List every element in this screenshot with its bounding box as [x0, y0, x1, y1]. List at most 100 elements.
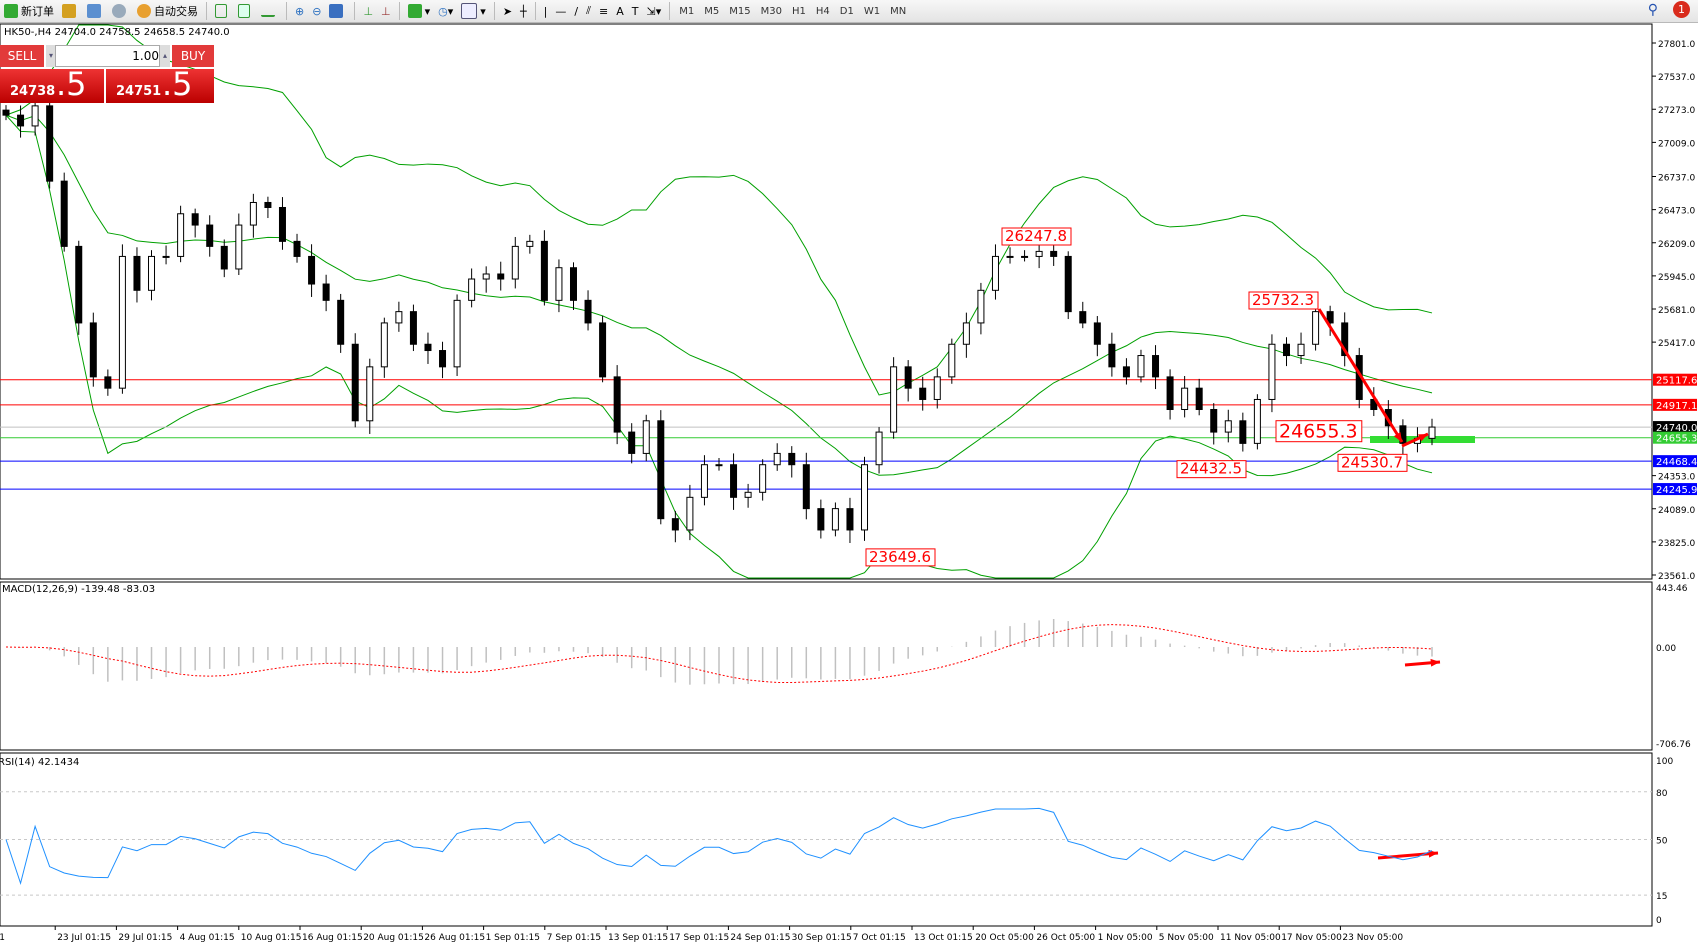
buy-button[interactable]: BUY [172, 45, 214, 67]
candle [148, 250, 156, 301]
crosshair-button[interactable]: ┼ [516, 1, 531, 21]
channel-button[interactable]: ⫽ [582, 1, 595, 21]
trendline-icon: / [574, 4, 579, 18]
templates-button[interactable]: ▾ [457, 1, 490, 21]
text-button[interactable]: A [612, 1, 628, 21]
clock-icon: ◷ [438, 4, 448, 18]
trendline-button[interactable]: / [570, 1, 582, 21]
price-annotations[interactable]: 26247.8 25732.3 24655.3 24530.7 24432.5 23649… [865, 227, 1408, 567]
zoom-out-button[interactable]: ⊖ [308, 1, 325, 21]
candle-body [1021, 255, 1029, 258]
sell-price-button[interactable]: 24738 .5 [0, 65, 104, 103]
candle [671, 510, 679, 543]
scroll-end-button[interactable]: ⊥ [359, 1, 377, 21]
candlestick-button[interactable] [234, 1, 257, 21]
timeframe-d1[interactable]: D1 [839, 5, 854, 17]
candle [1108, 332, 1116, 377]
annotation-label[interactable]: 23649.6 [869, 548, 931, 566]
buy-price-button[interactable]: 24751 .5 [106, 65, 214, 103]
arrows-button[interactable]: ⇲ ▾ [646, 4, 662, 18]
candle [351, 333, 359, 428]
chart-shift-button[interactable]: ⊥ [377, 1, 395, 21]
signals-button[interactable] [83, 1, 108, 21]
annotation-box[interactable] [1176, 460, 1247, 479]
candle-body [380, 322, 388, 368]
horizontal-line-button[interactable]: — [551, 1, 570, 21]
candle-body [162, 255, 170, 258]
tile-windows-button[interactable] [325, 1, 350, 21]
timeframe-m5[interactable]: M5 [704, 5, 720, 17]
annotation-box[interactable] [1337, 453, 1408, 472]
annotation-box[interactable] [865, 548, 936, 567]
text-label-button[interactable]: T [628, 1, 643, 21]
auto-trading-button[interactable]: 自动交易 [133, 1, 202, 21]
price-level-tag [1653, 421, 1697, 434]
red-arrow[interactable] [1377, 849, 1439, 860]
annotation-label[interactable]: 24655.3 [1279, 421, 1358, 443]
axes: 27801.0 27537.0 27273.0 27009.0 26737.0 26473… [0, 40, 1695, 943]
server-icon [87, 4, 101, 18]
notification-badge[interactable]: 1 [1673, 1, 1690, 18]
bar-chart-button[interactable] [211, 1, 234, 21]
candle [802, 452, 810, 520]
metaeditor-button[interactable] [58, 1, 83, 21]
rsi-label: RSI(14) 42.1434 [0, 757, 79, 768]
annotation-label[interactable]: 24530.7 [1341, 453, 1403, 471]
timeframe-h1[interactable]: H1 [791, 5, 806, 17]
candle-body [1050, 250, 1058, 257]
templates-icon [461, 3, 478, 19]
fibonacci-button[interactable]: ≡ [595, 1, 612, 21]
lot-increase-button[interactable]: ▴ [160, 45, 170, 67]
price-level-tag [1653, 431, 1697, 444]
periods-button[interactable]: ◷ ▾ [438, 4, 454, 18]
timeframe-h4[interactable]: H4 [815, 5, 830, 17]
price-level-tag [1653, 455, 1697, 468]
annotation-box[interactable] [1248, 291, 1319, 310]
price-axis-label: 23561.0 [1658, 572, 1695, 582]
red-arrow[interactable] [1401, 432, 1429, 448]
annotation-label[interactable]: 26247.8 [1005, 227, 1067, 245]
timeframe-m30[interactable]: M30 [760, 5, 782, 17]
candle [642, 414, 650, 462]
red-arrow[interactable] [1317, 308, 1404, 443]
candle-body [264, 201, 272, 208]
horizontal-levels[interactable]: 25117.624917.124740.024655.324468.424245… [0, 373, 1697, 496]
annotation-label[interactable]: 25732.3 [1252, 291, 1314, 309]
timeframe-mn[interactable]: MN [890, 5, 907, 17]
timeframe-m1[interactable]: M1 [679, 5, 695, 17]
candle-body [730, 464, 738, 498]
new-order-button[interactable]: 新订单 [0, 1, 58, 21]
rsi-axis-label: 80 [1656, 789, 1668, 799]
timeframe-w1[interactable]: W1 [863, 5, 881, 17]
candle [948, 338, 956, 384]
annotation-box[interactable] [1275, 420, 1363, 443]
lot-decrease-button[interactable]: ▾ [46, 45, 56, 67]
zoom-in-button[interactable]: ⊕ [291, 1, 308, 21]
red-arrow[interactable] [1404, 658, 1441, 667]
market-button[interactable] [108, 1, 133, 21]
lot-size-input[interactable]: 1.00 [55, 45, 160, 67]
time-axis-label: 11 Nov 05:00 [1220, 933, 1281, 943]
candle [962, 312, 970, 358]
indicators-button[interactable]: ▾ [404, 1, 435, 21]
annotation-box[interactable] [1001, 227, 1072, 246]
search-icon[interactable]: ⚲ [1647, 2, 1658, 18]
timeframe-m15[interactable]: M15 [729, 5, 751, 17]
sell-button[interactable]: SELL [0, 45, 44, 67]
separator [493, 2, 495, 20]
separator [398, 2, 400, 20]
cursor-button[interactable]: ➤ [499, 1, 516, 21]
candle [1079, 301, 1087, 329]
price-axis-label: 25681.0 [1658, 306, 1695, 316]
annotation-label[interactable]: 24432.5 [1180, 460, 1242, 478]
candle [249, 193, 257, 238]
fibonacci-icon: ≡ [599, 4, 609, 18]
price-level-label: 24740.0 [1656, 423, 1697, 434]
line-chart-button[interactable] [257, 1, 282, 21]
vertical-line-button[interactable]: | [540, 1, 552, 21]
bollinger-upper [5, 24, 1433, 396]
price-axis-label: 27537.0 [1658, 73, 1695, 83]
drawn-arrows[interactable] [1317, 308, 1441, 860]
candle [235, 213, 243, 275]
